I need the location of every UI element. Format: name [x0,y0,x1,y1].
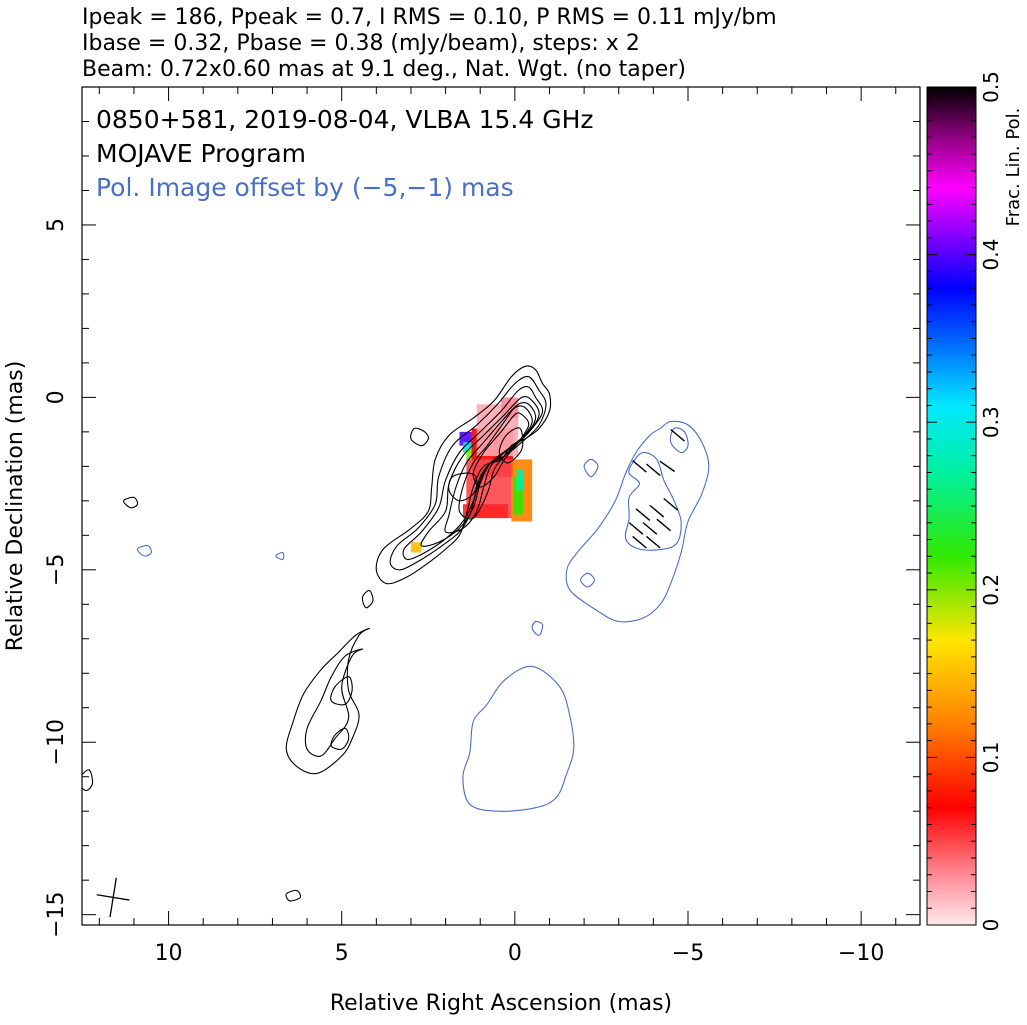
source-annotation: 0850+581, 2019-08-04, VLBA 15.4 GHz [96,105,594,134]
intensity-contour-4 [444,402,537,534]
intensity-contour-16 [82,769,94,792]
polarized-contour-3 [583,458,599,478]
evpa-tick-9 [656,518,672,532]
y-tick-label-1: 0 [44,390,69,404]
y-tick-label-4: −15 [44,891,69,937]
evpa-tick-10 [632,535,647,549]
x-tick-label-4: −10 [838,941,884,966]
polarized-intensity-contours [136,420,710,812]
colorbar-tick-label-3: 0.3 [979,406,1003,438]
evpa-tick-4 [635,508,651,521]
intensity-contour-5 [458,405,533,520]
x-tick-label-1: 5 [335,941,349,966]
evpa-tick-7 [628,522,644,535]
y-tick-label-3: −10 [44,719,69,765]
x-tick-label-0: 10 [155,941,183,966]
polarized-contour-8 [275,551,285,561]
intensity-contour-14 [361,589,374,609]
polarized-contour-7 [136,545,152,557]
colorbar-tick-label-1: 0.1 [979,741,1003,773]
header-line-3: Beam: 0.72x0.60 mas at 9.1 deg., Nat. Wg… [82,57,686,82]
intensity-contour-17 [285,889,302,902]
y-tick-label-2: −5 [44,554,69,586]
evpa-tick-6 [663,497,679,511]
pol-fraction-cell-5 [462,504,508,519]
evpa-tick-11 [646,535,661,549]
evpa-vectors [628,428,685,549]
axis-tick-labels: 10 5 0 −5 −10 5 0 −5 −10 −15 [44,218,884,966]
intensity-contour-15 [123,496,139,509]
colorbar-tick-label-0: 0 [979,919,1003,932]
x-axis-label: Relative Right Ascension (mas) [330,991,672,1016]
polarized-contour-2 [669,427,689,454]
polarized-contour-0 [565,420,710,623]
offset-annotation: Pol. Image offset by (−5,−1) mas [96,173,514,202]
evpa-tick-0 [670,428,685,442]
colorbar [926,86,977,926]
intensity-contour-12 [330,676,353,706]
x-tick-label-2: 0 [508,941,522,966]
intensity-contour-7 [498,427,524,464]
evpa-tick-2 [646,463,661,477]
x-tick-label-3: −5 [672,941,704,966]
evpa-tick-8 [642,522,658,535]
colorbar-tick-labels: 0 0.1 0.2 0.3 0.4 0.5 [979,71,1003,931]
evpa-tick-3 [659,460,675,473]
colorbar-ticks [927,86,976,926]
colorbar-tick-label-5: 0.5 [979,71,1003,103]
pol-fraction-cell-8 [516,469,524,491]
intensity-contour-2 [402,385,544,561]
polarized-contour-6 [580,572,596,588]
evpa-tick-5 [649,504,665,518]
axis-ticks [82,86,920,925]
intensity-contour-13 [330,727,350,750]
intensity-contour-11 [304,648,364,757]
total-intensity-contours [82,365,552,902]
colorbar-tick-label-2: 0.2 [979,574,1003,606]
header-line-1: Ipeak = 186, Ppeak = 0.7, I RMS = 0.10, … [82,5,777,30]
colorbar-label: Frac. Lin. Pol. [1003,108,1024,227]
intensity-contour-8 [448,472,478,502]
header-line-2: Ibase = 0.32, Pbase = 0.38 (mJy/beam), s… [82,31,640,56]
polarized-contour-5 [531,620,544,636]
intensity-contour-9 [410,427,429,447]
evpa-tick-1 [632,460,647,473]
pol-fraction-cell-10 [501,397,519,419]
program-annotation: MOJAVE Program [96,139,306,168]
pol-fraction-cell-1 [462,442,476,453]
beam-symbol [96,877,130,918]
y-axis-label: Relative Declination (mas) [3,361,28,652]
polarized-contour-4 [462,665,575,812]
pol-fraction-cell-7 [513,476,524,515]
polarized-contour-1 [624,451,682,551]
pol-fraction-cell-11 [410,542,422,553]
y-tick-label-0: 5 [44,218,69,232]
intensity-contour-10 [285,627,370,775]
colorbar-tick-label-4: 0.4 [979,239,1003,271]
beam-minor-axis [96,894,130,901]
